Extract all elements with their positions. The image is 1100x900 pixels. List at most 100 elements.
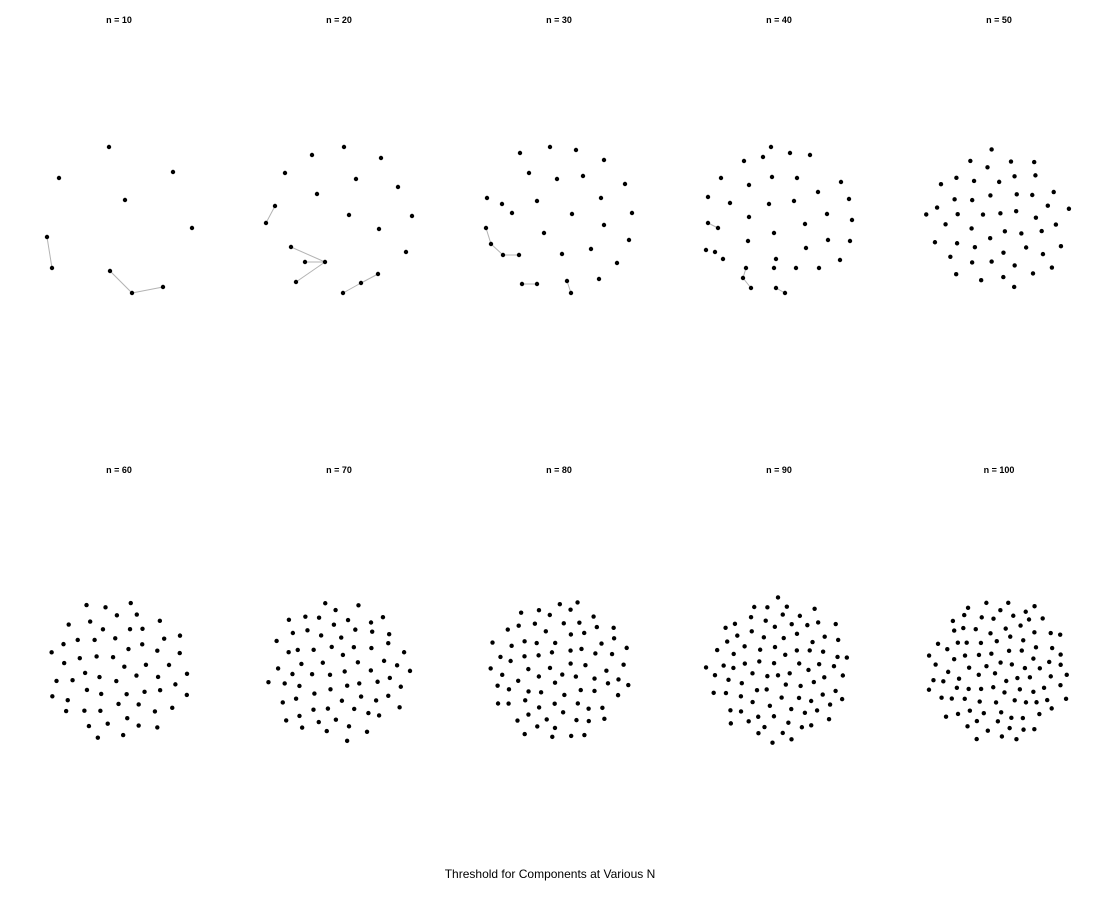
graph-node	[340, 652, 346, 658]
graph-node	[769, 174, 775, 180]
graph-node	[849, 217, 855, 223]
graph-node	[966, 686, 971, 692]
graph-node	[779, 695, 784, 700]
graph-node	[1007, 725, 1012, 731]
graph-node	[626, 237, 632, 243]
graph-node	[807, 152, 813, 158]
graph-node	[134, 612, 139, 617]
graph-node	[560, 710, 566, 715]
graph-node	[547, 612, 552, 618]
graph-node	[509, 643, 514, 649]
graph-node	[140, 626, 145, 631]
graph-node	[54, 678, 59, 684]
graph-node	[506, 701, 511, 706]
graph-node	[266, 679, 271, 685]
graph-node	[333, 607, 338, 613]
graph-node	[945, 669, 951, 675]
graph-node	[557, 601, 563, 607]
graph-node	[784, 604, 790, 609]
graph-node	[353, 176, 359, 182]
graph-node	[170, 705, 175, 711]
graph-node	[783, 652, 788, 658]
graph-node	[789, 737, 794, 742]
graph-node	[833, 621, 838, 627]
graph-node	[142, 689, 147, 695]
graph-node	[125, 715, 130, 721]
graph-node	[351, 645, 357, 650]
graph-node	[712, 249, 718, 255]
graph-node	[375, 679, 380, 684]
graph-node	[621, 662, 626, 667]
graph-node	[996, 179, 1002, 185]
graph-node	[1045, 697, 1050, 703]
graph-node	[954, 175, 959, 181]
graph-node	[721, 663, 726, 668]
graph-node	[948, 254, 953, 259]
graph-node	[100, 627, 106, 632]
graph-node	[705, 194, 711, 200]
graph-node	[516, 623, 521, 628]
graph-node	[401, 650, 407, 655]
graph-node	[988, 631, 993, 636]
graph-node	[846, 196, 852, 202]
graph-node	[748, 614, 754, 620]
graph-node	[173, 682, 178, 687]
graph-node	[488, 241, 494, 247]
graph-node	[1019, 648, 1024, 653]
graph-node	[794, 631, 800, 637]
graph-node	[554, 176, 560, 182]
graph-node	[1014, 737, 1019, 742]
network-panel: n = 90	[703, 465, 850, 745]
graph-node	[1032, 630, 1037, 635]
graph-node	[327, 672, 333, 678]
graph-node	[1004, 678, 1009, 684]
graph-node	[290, 630, 296, 636]
graph-node	[743, 265, 749, 271]
graph-node	[994, 638, 999, 644]
graph-node	[1017, 687, 1023, 692]
graph-node	[1023, 700, 1029, 705]
graph-node	[765, 673, 770, 679]
graph-node	[998, 660, 1003, 665]
graph-node	[61, 660, 67, 666]
graph-node	[575, 701, 581, 706]
graph-node	[282, 681, 287, 686]
graph-node	[378, 155, 384, 161]
graph-node	[66, 622, 71, 627]
graph-node	[943, 222, 948, 227]
graph-node	[77, 655, 82, 661]
graph-node	[789, 706, 794, 712]
graph-node	[762, 724, 767, 730]
graph-node	[579, 646, 584, 652]
graph-node	[771, 265, 777, 271]
panel-title: n = 20	[326, 15, 352, 25]
graph-node	[924, 212, 929, 217]
graph-node	[1031, 689, 1036, 695]
graph-node	[1023, 609, 1028, 614]
graph-node	[1034, 700, 1039, 705]
graph-node	[409, 213, 415, 219]
graph-node	[516, 252, 522, 258]
graph-node	[113, 636, 118, 641]
graph-node	[602, 716, 607, 722]
graph-node	[794, 175, 800, 181]
network-panel: n = 30	[483, 15, 635, 296]
graph-node	[84, 687, 90, 693]
graph-node	[757, 659, 762, 664]
graph-node	[582, 630, 587, 636]
graph-node	[809, 723, 814, 728]
graph-node	[120, 732, 126, 738]
graph-node	[56, 175, 62, 181]
graph-node	[593, 651, 598, 656]
graph-node	[728, 708, 733, 713]
graph-node	[978, 686, 984, 692]
graph-node	[808, 698, 814, 704]
graph-node	[614, 260, 620, 266]
graph-node	[286, 650, 291, 655]
graph-node	[152, 709, 158, 714]
graph-node	[536, 674, 542, 679]
graph-node	[775, 673, 781, 678]
graph-node	[166, 662, 172, 668]
graph-node	[105, 721, 110, 726]
graph-node	[703, 665, 709, 670]
